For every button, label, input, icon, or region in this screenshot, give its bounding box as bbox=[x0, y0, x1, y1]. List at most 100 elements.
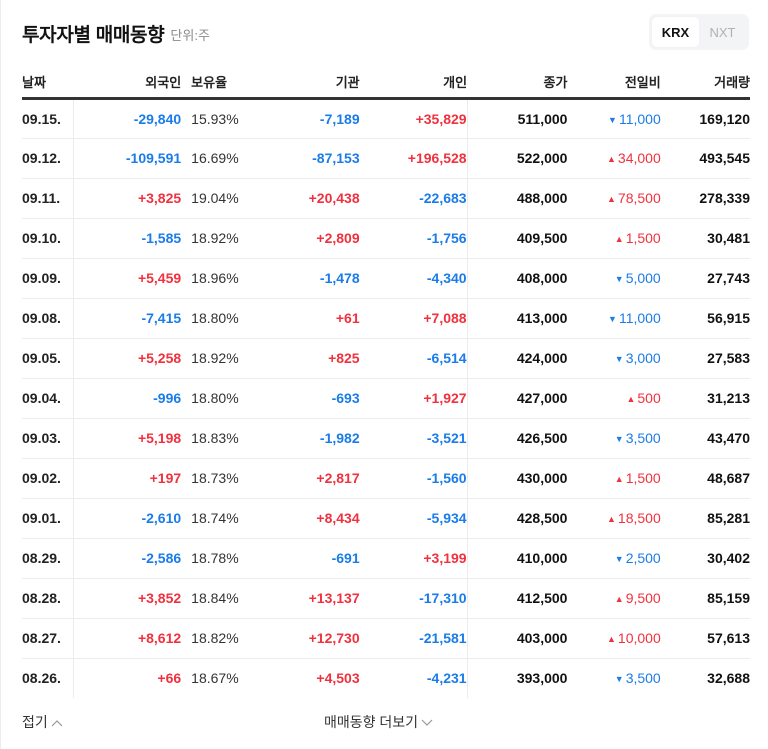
cell-foreign: +5,459 bbox=[73, 258, 182, 299]
investor-trading-table: 날짜 외국인 보유율 기관 개인 종가 전일비 거래량 09.15. -29,84… bbox=[22, 70, 750, 698]
cell-institution: -691 bbox=[252, 538, 360, 579]
cell-holding-ratio: 18.74% bbox=[181, 498, 253, 539]
cell-close: 393,000 bbox=[516, 670, 568, 687]
cell-volume: 30,402 bbox=[660, 538, 750, 579]
column-header-holding-ratio: 보유율 bbox=[181, 70, 253, 100]
cell-institution: -7,189 bbox=[252, 98, 360, 139]
cell-date: 09.05. bbox=[22, 338, 75, 379]
column-header-individual: 개인 bbox=[359, 70, 468, 100]
cell-institution: +8,434 bbox=[252, 498, 360, 539]
chevron-down-icon bbox=[421, 714, 433, 730]
cell-holding-ratio: 18.80% bbox=[181, 298, 253, 339]
cell-foreign: +3,852 bbox=[73, 578, 182, 619]
cell-close: 413,000 bbox=[467, 298, 568, 339]
cell-holding-ratio: 18.78% bbox=[181, 538, 253, 579]
cell-change: ▼ 2,500 bbox=[567, 538, 661, 579]
cell-holding-ratio: 18.83% bbox=[181, 418, 253, 459]
cell-date: 08.29. bbox=[22, 538, 75, 579]
cell-foreign: -109,591 bbox=[73, 138, 182, 179]
cell-change: ▼ 3,000 bbox=[567, 338, 661, 379]
change-value: 11,000 bbox=[618, 310, 661, 326]
chevron-up-icon bbox=[51, 714, 63, 730]
cell-institution: -1,982 bbox=[252, 418, 360, 459]
cell-foreign: +5,258 bbox=[73, 338, 182, 379]
table-row: 09.10. -1,585 18.92% +2,809 -1,756 409,500 ▲ 1,… bbox=[22, 218, 750, 259]
table-footer: 접기 매매동향 더보기 bbox=[22, 710, 750, 734]
cell-date: 08.26. bbox=[22, 658, 75, 698]
cell-change: ▲ 500 bbox=[567, 378, 661, 419]
cell-holding-ratio: 18.67% bbox=[191, 670, 239, 687]
cell-date: 09.08. bbox=[22, 298, 75, 339]
table-row: 09.11. +3,825 19.04% +20,438 -22,683 488,000 ▲… bbox=[22, 178, 750, 219]
cell-individual: +196,528 bbox=[359, 138, 468, 179]
cell-foreign: +197 bbox=[73, 458, 182, 499]
cell-holding-ratio: 18.73% bbox=[181, 458, 253, 499]
cell-close: 424,000 bbox=[467, 338, 568, 379]
cell-volume: 57,613 bbox=[660, 618, 750, 659]
cell-volume: 493,545 bbox=[660, 138, 750, 179]
cell-institution: +2,809 bbox=[252, 218, 360, 259]
more-trading-button[interactable]: 매매동향 더보기 bbox=[324, 712, 433, 732]
cell-date: 09.09. bbox=[22, 258, 75, 299]
cell-holding-ratio: 18.84% bbox=[181, 578, 253, 619]
cell-individual: -4,231 bbox=[359, 658, 468, 698]
column-header-foreign: 외국인 bbox=[73, 70, 182, 100]
cell-date: 09.10. bbox=[22, 218, 75, 259]
triangle-up-icon: ▲ bbox=[606, 514, 616, 524]
cell-foreign: -29,840 bbox=[73, 98, 182, 139]
change-value: 10,000 bbox=[617, 630, 661, 646]
cell-change: ▼ 11,000 bbox=[567, 298, 661, 339]
cell-date: 09.03. bbox=[22, 418, 75, 459]
cell-institution: +61 bbox=[252, 298, 360, 339]
cell-individual: -4,340 bbox=[359, 258, 468, 299]
cell-volume: 56,915 bbox=[660, 298, 750, 339]
table-row: 09.03. +5,198 18.83% -1,982 -3,521 426,500 ▼ 3,… bbox=[22, 418, 750, 459]
cell-volume: 278,339 bbox=[660, 178, 750, 219]
fold-button[interactable]: 접기 bbox=[22, 712, 63, 732]
market-option-nxt[interactable]: NXT bbox=[709, 24, 736, 40]
cell-individual: +3,199 bbox=[359, 538, 468, 579]
table-row: 08.28. +3,852 18.84% +13,137 -17,310 412,500 ▲… bbox=[22, 578, 750, 619]
cell-individual: +35,829 bbox=[359, 98, 468, 139]
cell-foreign: -996 bbox=[73, 378, 182, 419]
cell-close: 430,000 bbox=[467, 458, 568, 499]
section-title: 투자자별 매매동향 bbox=[22, 24, 165, 46]
cell-foreign: -1,585 bbox=[73, 218, 182, 259]
triangle-down-icon: ▼ bbox=[614, 354, 624, 364]
market-option-krx[interactable]: KRX bbox=[652, 17, 699, 47]
change-value: 5,000 bbox=[625, 270, 661, 286]
cell-volume: 27,583 bbox=[660, 338, 750, 379]
triangle-down-icon: ▼ bbox=[608, 314, 617, 324]
change-value: 78,500 bbox=[617, 190, 661, 206]
cell-change: ▼ 3,500 bbox=[567, 658, 661, 698]
cell-individual: +7,088 bbox=[359, 298, 468, 339]
cell-close: 427,000 bbox=[467, 378, 568, 419]
cell-change: ▼ 5,000 bbox=[567, 258, 661, 299]
cell-change: ▲ 10,000 bbox=[567, 618, 661, 659]
cell-volume: 48,687 bbox=[660, 458, 750, 499]
cell-holding-ratio: 18.92% bbox=[181, 218, 253, 259]
cell-change: ▲ 1,500 bbox=[567, 218, 661, 259]
cell-volume: 43,470 bbox=[660, 418, 750, 459]
table-row: 09.08. -7,415 18.80% +61 +7,088 413,000 ▼ 11,00… bbox=[22, 298, 750, 339]
triangle-down-icon: ▼ bbox=[608, 114, 617, 125]
cell-date: 09.12. bbox=[22, 138, 75, 179]
cell-holding-ratio: 18.82% bbox=[181, 618, 253, 659]
cell-date: 09.01. bbox=[22, 498, 75, 539]
cell-holding-ratio: 16.69% bbox=[181, 138, 253, 179]
market-toggle: KRX NXT bbox=[649, 14, 749, 50]
change-value: 2,500 bbox=[625, 550, 661, 566]
cell-institution: -693 bbox=[252, 378, 360, 419]
cell-individual: -22,683 bbox=[359, 178, 468, 219]
change-value: 1,500 bbox=[625, 470, 661, 486]
cell-close: 488,000 bbox=[467, 178, 568, 219]
cell-foreign: -7,415 bbox=[73, 298, 182, 339]
cell-institution: +4,503 bbox=[316, 670, 360, 687]
triangle-up-icon: ▲ bbox=[606, 634, 616, 644]
cell-date: 08.27. bbox=[22, 618, 75, 659]
cell-institution: -87,153 bbox=[252, 138, 360, 179]
cell-individual: -5,934 bbox=[359, 498, 468, 539]
triangle-up-icon: ▲ bbox=[614, 594, 624, 604]
cell-change: ▼ 11,000 bbox=[567, 98, 661, 139]
table-row: 08.26. +66 18.67% +4,503 -4,231 393,000 ▼ 3,500… bbox=[22, 658, 750, 698]
